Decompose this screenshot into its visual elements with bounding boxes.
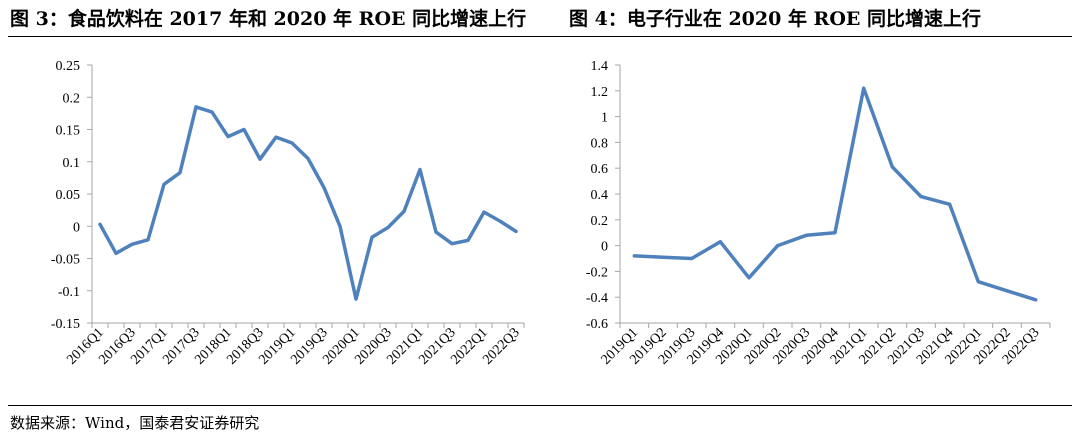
- data-point: [948, 203, 951, 206]
- y-tick-label: -0.1: [58, 285, 80, 300]
- y-tick-label: 0: [601, 240, 608, 255]
- data-point: [805, 234, 808, 237]
- data-point: [226, 135, 230, 138]
- chart-electronics-roe: 1.41.210.80.60.40.20-0.2-0.4-0.62019Q120…: [586, 59, 1051, 368]
- data-point: [514, 230, 518, 233]
- data-point: [130, 243, 134, 246]
- data-point: [290, 141, 294, 145]
- chart-food-beverage-roe: 0.250.20.150.10.050-0.05-0.1-0.152016Q12…: [51, 59, 525, 368]
- y-tick-label: 0.6: [591, 162, 609, 177]
- data-point: [418, 168, 422, 171]
- data-point: [977, 280, 980, 283]
- y-tick-label: 0.8: [591, 136, 609, 151]
- data-point: [434, 230, 438, 234]
- data-point: [114, 252, 118, 255]
- data-point: [747, 276, 751, 280]
- data-point: [919, 195, 923, 198]
- y-tick-label: 1: [601, 111, 608, 126]
- data-point: [833, 231, 837, 234]
- data-point: [322, 186, 326, 189]
- y-tick-label: 0: [73, 220, 80, 235]
- y-tick-label: 0.25: [56, 59, 81, 74]
- data-point: [146, 238, 150, 241]
- y-tick-label: 0.4: [591, 188, 609, 203]
- y-tick-label: -0.4: [586, 291, 608, 306]
- data-point: [162, 183, 166, 186]
- x-tick-label: 2022Q3: [480, 325, 523, 368]
- y-tick-label: 0.2: [63, 91, 81, 106]
- y-tick-label: -0.2: [586, 265, 608, 280]
- data-point: [242, 128, 246, 131]
- data-point: [98, 223, 102, 226]
- data-point: [338, 225, 342, 228]
- series-line: [98, 105, 518, 301]
- data-point: [178, 171, 182, 174]
- data-point: [274, 136, 278, 139]
- data-point: [370, 236, 374, 239]
- data-source-note: 数据来源：Wind，国泰君安证券研究: [10, 414, 260, 432]
- data-point: [306, 157, 310, 160]
- data-point: [402, 210, 406, 213]
- top-divider: [8, 36, 1072, 37]
- data-point: [776, 244, 779, 247]
- data-point: [719, 240, 722, 243]
- y-tick-label: 0.1: [63, 156, 81, 171]
- bottom-divider: [8, 405, 1072, 406]
- data-point: [466, 239, 470, 242]
- figure-3-title: 图 3：食品饮料在 2017 年和 2020 年 ROE 同比增速上行: [10, 8, 527, 30]
- data-point: [386, 226, 390, 229]
- y-tick-label: 1.4: [591, 59, 609, 74]
- data-point: [498, 219, 502, 223]
- data-point: [690, 257, 693, 260]
- data-point: [210, 110, 214, 114]
- data-point: [1034, 298, 1037, 301]
- data-point: [194, 105, 198, 109]
- data-point: [633, 254, 636, 258]
- y-tick-label: 0.05: [56, 188, 81, 203]
- data-point: [258, 157, 262, 161]
- y-tick-label: -0.6: [586, 317, 608, 332]
- data-point: [1005, 289, 1009, 292]
- data-point: [891, 165, 894, 169]
- y-tick-label: -0.05: [51, 253, 80, 268]
- data-point: [661, 256, 665, 259]
- data-point: [354, 297, 358, 301]
- y-tick-label: -0.15: [51, 317, 80, 332]
- y-tick-label: 0.2: [591, 214, 609, 229]
- data-point: [450, 242, 454, 245]
- y-tick-label: 1.2: [591, 85, 609, 100]
- data-point: [862, 87, 865, 90]
- data-point: [482, 210, 486, 214]
- figure-4-title: 图 4：电子行业在 2020 年 ROE 同比增速上行: [569, 8, 981, 30]
- series-line: [632, 86, 1038, 302]
- y-tick-label: 0.15: [56, 124, 81, 139]
